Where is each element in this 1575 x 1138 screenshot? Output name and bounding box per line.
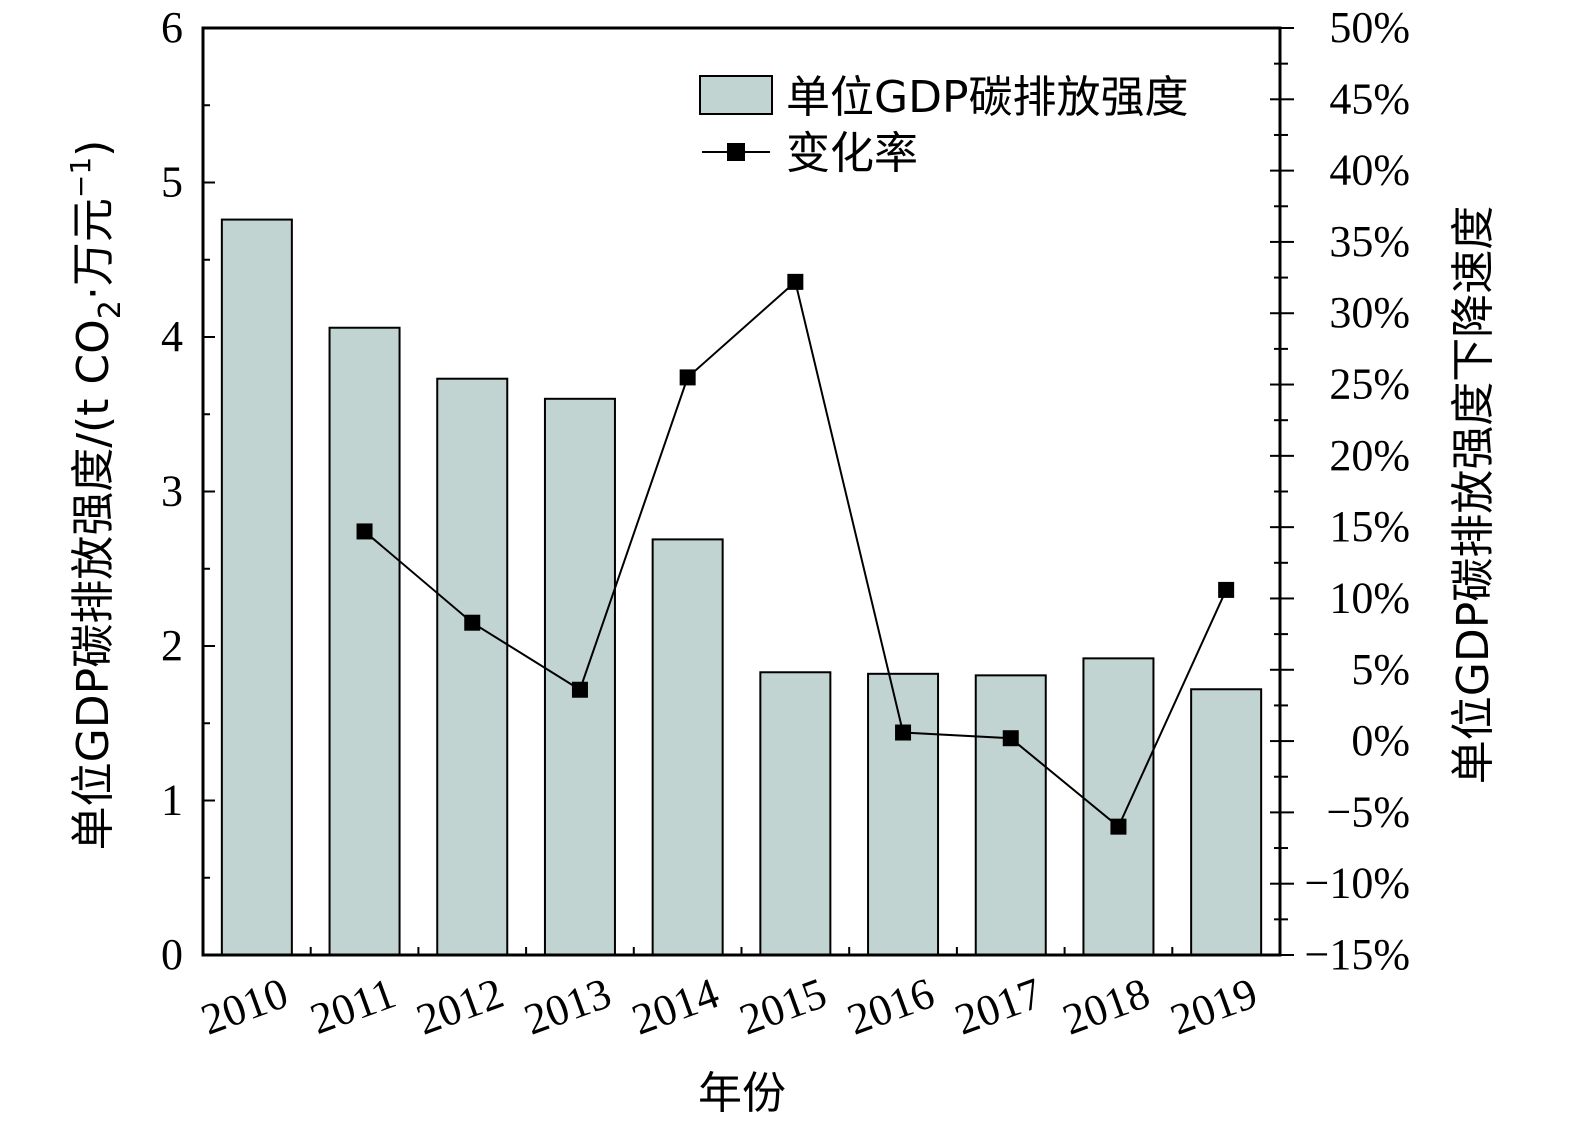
bar-2012 xyxy=(436,377,509,956)
bars-layer xyxy=(220,218,1263,957)
x-tick-label-2013: 2013 xyxy=(518,968,617,1044)
rate-marker-2014 xyxy=(679,369,696,386)
left-tick-label: 6 xyxy=(161,3,183,52)
x-tick-label-2014: 2014 xyxy=(626,968,725,1044)
bar-2013 xyxy=(543,397,616,956)
legend-bar-label: 单位GDP碳排放强度 xyxy=(786,72,1189,123)
left-tick-label: 4 xyxy=(161,312,183,361)
left-axis-title-sub: 2 xyxy=(93,300,128,319)
right-tick-label: 15% xyxy=(1329,502,1410,551)
x-tick-label-2010: 2010 xyxy=(195,968,294,1044)
right-tick-label: −15% xyxy=(1305,930,1410,979)
x-tick-label-2016: 2016 xyxy=(841,968,940,1044)
left-axis-title-sup: −1 xyxy=(64,157,97,198)
right-tick-label: 25% xyxy=(1329,360,1410,409)
left-axis-title-mid: ·万元 xyxy=(68,198,119,300)
x-tick-label-2017: 2017 xyxy=(949,968,1048,1044)
x-tick-label-2012: 2012 xyxy=(410,968,509,1044)
rate-marker-2016 xyxy=(895,724,912,741)
left-axis-title-main: 单位GDP碳排放强度/(t CO xyxy=(68,319,119,850)
right-tick-label: 0% xyxy=(1351,716,1410,765)
right-tick-label: 35% xyxy=(1329,217,1410,266)
left-tick-label: 3 xyxy=(161,467,183,516)
left-tick-label: 1 xyxy=(161,776,183,825)
rate-line-layer xyxy=(356,273,1235,835)
legend-line-label: 变化率 xyxy=(786,128,918,179)
legend-marker-icon xyxy=(727,143,745,161)
bar-2017 xyxy=(974,674,1047,956)
rate-marker-2013 xyxy=(571,681,588,698)
rate-marker-2011 xyxy=(356,523,373,540)
right-tick-label: 20% xyxy=(1329,431,1410,480)
x-tick-label-2011: 2011 xyxy=(304,968,402,1044)
right-tick-label: 10% xyxy=(1329,573,1410,622)
right-tick-label: 45% xyxy=(1329,74,1410,123)
x-axis-title: 年份 xyxy=(698,1068,786,1119)
bar-2015 xyxy=(759,671,832,956)
left-axis-ticks: 0 1 2 3 4 5 6 xyxy=(161,3,215,979)
right-tick-label: 50% xyxy=(1329,3,1410,52)
right-axis-ticks: −15% −10% −5% 0% 5% 10% 15% 20% 25% 30% 35% 40% 45% 5… xyxy=(1270,3,1410,979)
bar-2014 xyxy=(651,538,724,957)
right-tick-label: 5% xyxy=(1351,645,1410,694)
right-tick-label: 30% xyxy=(1329,288,1410,337)
bar-2010 xyxy=(220,218,293,956)
right-tick-label: −5% xyxy=(1327,787,1410,836)
bar-2016 xyxy=(867,672,940,956)
rate-marker-2012 xyxy=(464,614,481,631)
left-tick-label: 0 xyxy=(161,930,183,979)
right-axis-title: 单位GDP碳排放强度下降速度 xyxy=(1448,206,1499,785)
left-axis-title: 单位GDP碳排放强度/(t CO2·万元−1) xyxy=(64,140,128,851)
legend-bar-swatch xyxy=(699,75,773,115)
x-tick-label-2015: 2015 xyxy=(733,968,832,1044)
left-tick-label: 5 xyxy=(161,158,183,207)
right-tick-label: −10% xyxy=(1305,859,1410,908)
x-tick-label-2019: 2019 xyxy=(1164,968,1263,1044)
x-axis-ticks: 2010 2011 2012 2013 2014 2015 2016 2017 2018 2019 xyxy=(195,947,1281,1044)
rate-marker-2017 xyxy=(1002,730,1019,747)
left-axis-title-end: ) xyxy=(68,140,119,157)
rate-marker-2015 xyxy=(787,273,804,290)
rate-marker-2018 xyxy=(1110,818,1127,835)
legend: 单位GDP碳排放强度 变化率 xyxy=(699,72,1189,179)
right-tick-label: 40% xyxy=(1329,146,1410,195)
x-tick-label-2018: 2018 xyxy=(1056,968,1155,1044)
bar-2019 xyxy=(1190,688,1263,956)
bar-2011 xyxy=(328,326,401,957)
left-tick-label: 2 xyxy=(161,621,183,670)
rate-marker-2019 xyxy=(1218,581,1235,598)
